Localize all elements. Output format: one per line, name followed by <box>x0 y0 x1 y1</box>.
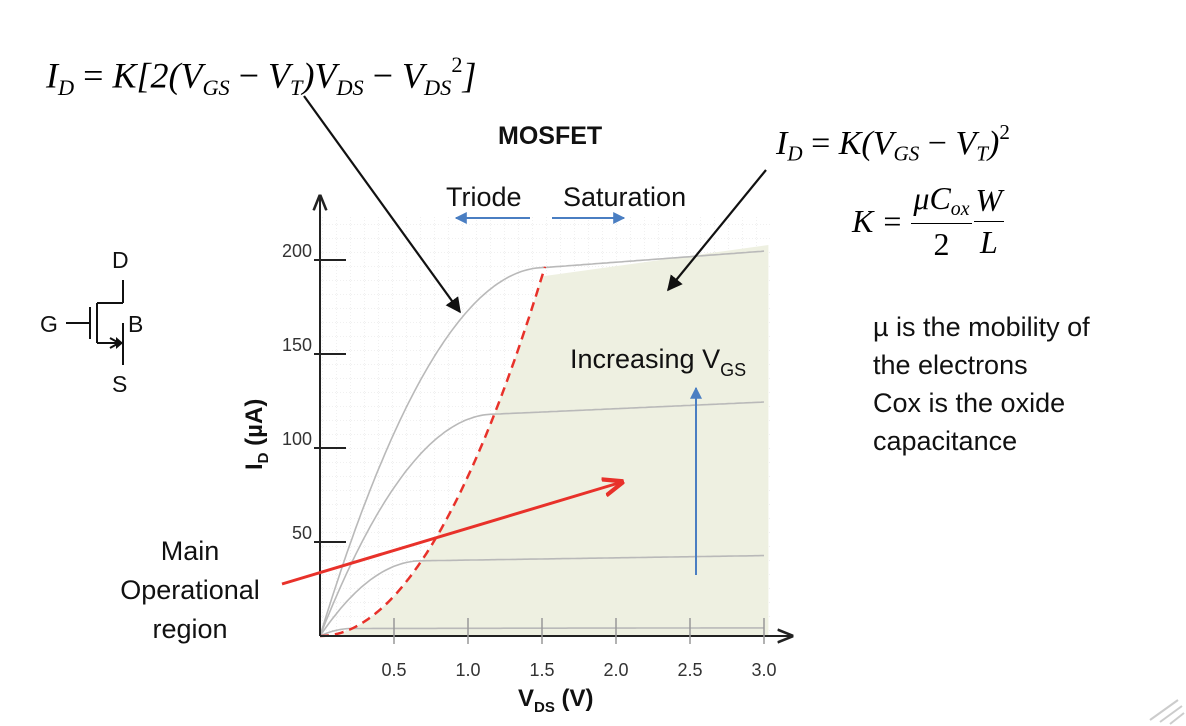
diagram-title: MOSFET <box>498 122 603 150</box>
body-label: B <box>128 311 143 337</box>
y-tick-label: 200 <box>282 241 312 261</box>
source-arrow-icon <box>116 337 123 349</box>
x-tick-label: 2.0 <box>603 660 628 680</box>
note-line: the electrons <box>873 350 1028 380</box>
x-tick-label: 2.5 <box>677 660 702 680</box>
corner-logo-icon <box>1149 699 1185 725</box>
note-line: capacitance <box>873 426 1018 456</box>
triode-current-equation: ID = K[2(VGS − VT)VDS − VDS2] <box>46 52 477 100</box>
drain-label: D <box>112 247 129 273</box>
y-tick-label: 50 <box>292 523 312 543</box>
main-operational-region-label: Main Operational region <box>120 536 260 644</box>
k-constant-equation: K = μCox 2 W L <box>852 180 1005 263</box>
triode-equation-pointer-arrow <box>303 95 461 314</box>
y-axis-ticks: 200 150 100 50 <box>282 241 346 543</box>
saturation-boundary-curve <box>319 266 547 638</box>
saturation-equation-pointer-arrow <box>667 169 767 292</box>
id-vds-curve <box>319 250 765 637</box>
x-tick-label: 1.0 <box>455 660 480 680</box>
note-line: Cox is the oxide <box>873 388 1066 418</box>
x-axis-label: VDS (V) <box>518 685 594 716</box>
main-region-arrow <box>281 482 622 586</box>
x-tick-label: 3.0 <box>751 660 776 680</box>
mobility-note: µ is the mobility of the electrons Cox i… <box>873 308 1173 460</box>
increasing-vgs-label: Increasing VGS <box>570 344 746 380</box>
id-vds-curve <box>319 401 765 637</box>
mosfet-symbol <box>66 280 124 365</box>
y-tick-label: 150 <box>282 335 312 355</box>
y-axis-label: ID (µA) <box>241 399 272 470</box>
x-axis-ticks: 0.5 1.0 1.5 2.0 2.5 3.0 <box>381 618 777 680</box>
triode-label: Triode <box>446 182 522 212</box>
w-over-l-fraction: W L <box>973 182 1005 261</box>
source-label: S <box>112 371 127 397</box>
saturation-label: Saturation <box>563 182 686 212</box>
gate-label: G <box>40 311 58 337</box>
x-tick-label: 1.5 <box>529 660 554 680</box>
saturation-region-fill <box>320 245 769 636</box>
y-tick-label: 100 <box>282 429 312 449</box>
id-vds-curve <box>319 554 764 637</box>
note-line: µ is the mobility of <box>873 312 1090 342</box>
x-tick-label: 0.5 <box>381 660 406 680</box>
k-fraction: μCox 2 <box>911 180 972 263</box>
saturation-current-equation: ID = K(VGS − VT)2 <box>776 120 1010 166</box>
